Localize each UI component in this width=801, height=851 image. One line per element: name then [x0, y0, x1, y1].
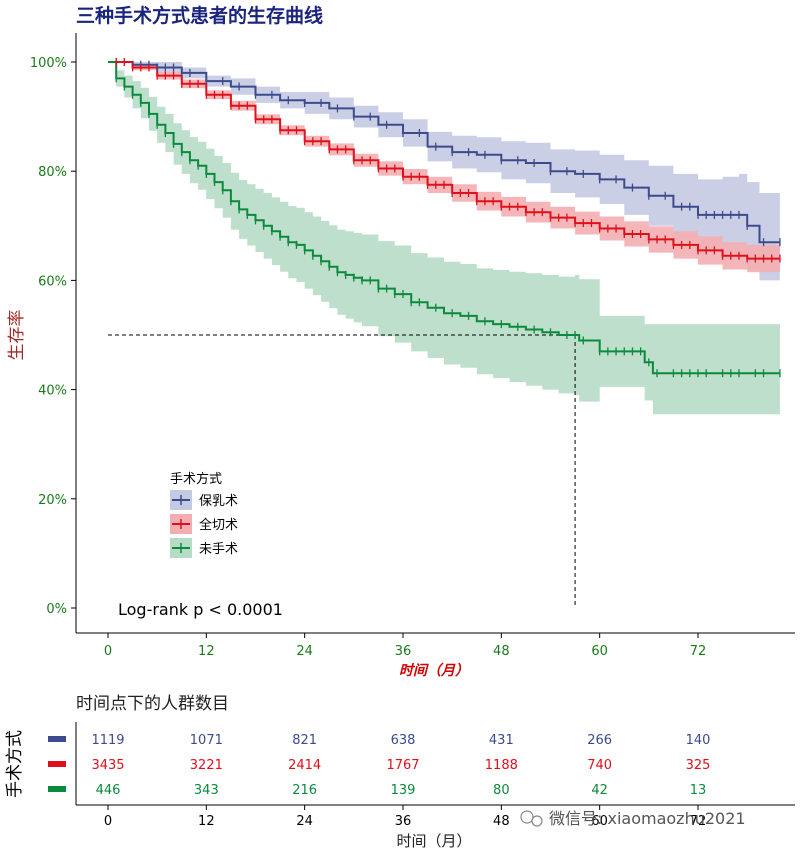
x-tick-label: 48 [493, 644, 510, 659]
x-tick-label: 12 [198, 644, 215, 659]
risk-table: 1119 1071 821 638 431 266 140 3435 3221 2414 1767 1… [48, 733, 710, 798]
y-tick-label: 60% [38, 274, 67, 289]
y-tick-label: 40% [38, 384, 67, 399]
x-tick-label: 0 [104, 644, 112, 659]
risk-count: 821 [292, 733, 317, 748]
confidence-band-2 [108, 62, 780, 273]
wechat-icon [520, 810, 534, 824]
x-tick-label: 72 [690, 644, 707, 659]
y-axis-ticks: 0% 20% 40% 60% 80% 100% [30, 56, 76, 617]
censor-marks [115, 58, 781, 378]
risk-count: 3435 [91, 758, 124, 773]
risk-row-color-key [48, 761, 66, 767]
risk-count: 1119 [91, 733, 124, 748]
median-survival-lines [108, 334, 576, 608]
risk-count: 446 [96, 783, 121, 798]
y-tick-label: 100% [30, 56, 67, 71]
risk-count: 431 [489, 733, 514, 748]
risk-x-tick-label: 60 [591, 814, 608, 829]
risk-x-tick-label: 0 [104, 814, 112, 829]
risk-x-tick-label: 12 [198, 814, 215, 829]
legend-label: 未手术 [199, 542, 238, 557]
risk-count: 80 [493, 783, 510, 798]
risk-count: 638 [391, 733, 416, 748]
confidence-band-1 [108, 62, 780, 284]
risk-count: 1767 [386, 758, 419, 773]
risk-table-title: 时间点下的人群数目 [76, 694, 229, 714]
risk-count: 325 [686, 758, 711, 773]
legend-label: 全切术 [199, 517, 238, 533]
risk-count: 216 [292, 783, 317, 798]
risk-x-tick-label: 24 [296, 814, 313, 829]
wechat-icon-secondary [531, 815, 543, 827]
risk-x-tick-label: 72 [690, 814, 707, 829]
survival-curve-2 [108, 61, 780, 260]
risk-count: 1188 [485, 758, 518, 773]
watermark-text: 微信号: xiaomaozhu2021 [549, 809, 746, 828]
y-axis-label: 生存率 [7, 310, 27, 361]
risk-row-color-key [48, 786, 66, 792]
risk-count: 2414 [288, 758, 321, 773]
x-tick-label: 60 [591, 644, 608, 659]
watermark: 微信号: xiaomaozhu2021 [520, 809, 746, 828]
risk-count: 13 [690, 783, 707, 798]
x-tick-label: 36 [395, 644, 412, 659]
legend-title: 手术方式 [170, 471, 222, 487]
logrank-annotation: Log-rank p < 0.0001 [118, 600, 283, 619]
risk-count: 266 [587, 733, 612, 748]
risk-count: 343 [194, 783, 219, 798]
x-axis-ticks: 0 12 24 36 48 60 72 [104, 633, 706, 659]
confidence-band-3 [108, 62, 780, 415]
risk-x-axis-ticks: 0 12 24 36 48 60 72 [104, 805, 706, 829]
risk-x-tick-label: 36 [395, 814, 412, 829]
risk-count: 3221 [190, 758, 223, 773]
x-tick-label: 24 [296, 644, 313, 659]
y-tick-label: 80% [38, 165, 67, 180]
risk-count: 139 [391, 783, 416, 798]
risk-y-axis-label: 手术方式 [5, 730, 25, 798]
chart-title: 三种手术方式患者的生存曲线 [76, 4, 323, 27]
y-tick-label: 20% [38, 493, 67, 508]
legend-label: 保乳术 [199, 494, 238, 509]
risk-x-axis-label: 时间（月） [396, 832, 471, 850]
risk-count: 1071 [190, 733, 223, 748]
risk-count: 42 [591, 783, 608, 798]
x-axis-label: 时间（月） [399, 662, 469, 679]
risk-count: 740 [587, 758, 612, 773]
y-tick-label: 0% [46, 602, 67, 617]
confidence-bands [108, 62, 780, 415]
risk-count: 140 [686, 733, 711, 748]
risk-x-tick-label: 48 [493, 814, 510, 829]
risk-row-color-key [48, 736, 66, 742]
